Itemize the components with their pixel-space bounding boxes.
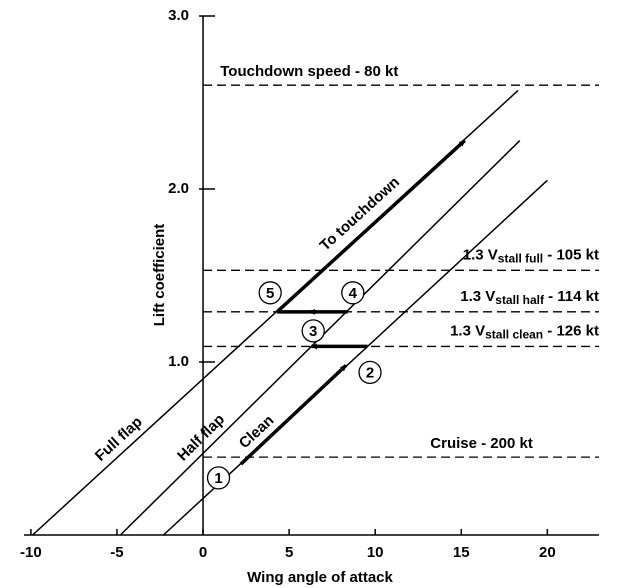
x-tick-label: 0 — [199, 544, 207, 561]
path-arrow — [275, 139, 466, 314]
reference-label: 1.3 Vstall full - 105 kt — [463, 246, 599, 265]
x-tick-label: -10 — [20, 544, 42, 561]
series-label: Clean — [236, 412, 278, 452]
y-axis-label: Lift coefficient — [151, 224, 168, 327]
step-number: 3 — [309, 323, 317, 340]
x-tick-label: 15 — [453, 544, 470, 561]
x-tick-label: 20 — [539, 544, 556, 561]
path-arrow — [239, 364, 348, 466]
reference-label: Cruise - 200 kt — [430, 435, 533, 452]
step-number: 4 — [349, 285, 358, 302]
x-tick-label: 5 — [285, 544, 293, 561]
reference-label-suffix: - 114 kt — [544, 288, 599, 305]
step-number: 2 — [366, 364, 374, 381]
reference-label-suffix: - 105 kt — [543, 246, 599, 263]
x-axis-label: Wing angle of attack — [247, 569, 393, 586]
reference-label-sub: stall half — [495, 293, 545, 307]
x-tick-label: -5 — [110, 544, 123, 561]
series-label: Half flap — [174, 411, 228, 465]
arrow-label: To touchdown — [317, 174, 403, 255]
reference-label-suffix: - 126 kt — [543, 322, 599, 339]
step-number: 1 — [214, 470, 222, 487]
reference-label-main: 1.3 V — [450, 322, 485, 339]
step-marker — [206, 466, 231, 490]
step-number: 5 — [266, 285, 274, 302]
step-marker — [258, 281, 282, 305]
x-tick-label: 10 — [367, 544, 384, 561]
y-tick-label: 2.0 — [168, 180, 189, 197]
step-marker — [301, 319, 325, 343]
step-marker — [358, 360, 382, 385]
reference-label-sub: stall full — [498, 251, 543, 265]
reference-label: 1.3 Vstall half - 114 kt — [460, 288, 599, 307]
reference-label-main: 1.3 V — [463, 246, 498, 263]
reference-label: 1.3 Vstall clean - 126 kt — [450, 322, 599, 341]
reference-label-main: 1.3 V — [460, 288, 495, 305]
reference-label-sub: stall clean — [485, 328, 543, 342]
y-tick-label: 1.0 — [168, 353, 189, 370]
reference-label: Touchdown speed - 80 kt — [220, 63, 398, 80]
y-tick-label: 3.0 — [168, 7, 189, 24]
step-marker — [341, 281, 365, 305]
